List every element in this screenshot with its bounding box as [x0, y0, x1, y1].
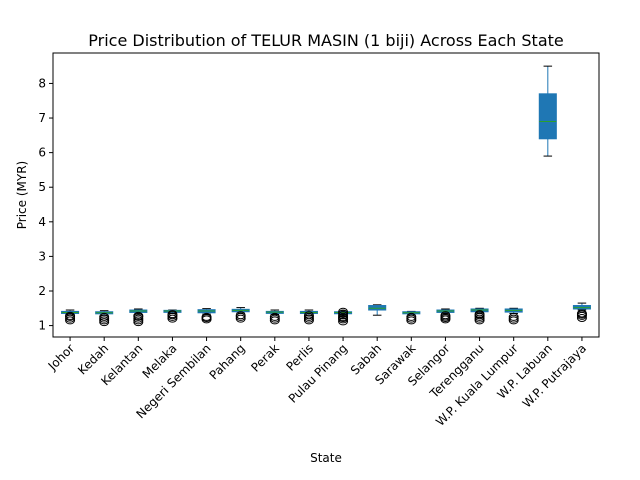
x-tick-label: Pahang — [207, 341, 248, 382]
chart-title: Price Distribution of TELUR MASIN (1 bij… — [88, 31, 564, 50]
box-group — [129, 308, 148, 327]
box-body — [368, 305, 387, 311]
y-tick-label: 1 — [38, 319, 46, 333]
outlier-point — [508, 314, 519, 323]
outlier-point — [235, 311, 246, 320]
outlier-point — [303, 311, 314, 320]
outlier-point — [440, 311, 451, 320]
outlier-point — [338, 317, 349, 326]
outlier-point — [201, 312, 212, 321]
box-group — [231, 307, 250, 323]
outlier-point — [133, 311, 144, 320]
y-tick-label: 6 — [38, 146, 46, 160]
plot-frame — [52, 52, 600, 338]
box-body — [538, 93, 557, 140]
box-group — [61, 309, 80, 325]
y-tick-label: 8 — [38, 76, 46, 90]
box-group — [95, 310, 114, 327]
outlier-point — [338, 307, 349, 316]
outlier-point — [269, 314, 280, 323]
box-group — [197, 308, 216, 324]
outlier-point — [167, 310, 178, 319]
outlier-point — [269, 312, 280, 321]
boxes — [61, 65, 591, 327]
y-tick-label: 3 — [38, 249, 46, 263]
plot-area: 1 2 3 4 5 6 7 8 JohorKedahKelantanMelakaNegeri … — [38, 52, 600, 429]
outlier-point — [576, 309, 587, 318]
outlier-point — [99, 312, 110, 321]
outlier-point — [508, 312, 519, 321]
box-group — [538, 65, 557, 157]
box-group — [368, 304, 387, 316]
box-group — [572, 302, 591, 322]
outlier-point — [406, 312, 417, 321]
x-tick-label: Perlis — [283, 341, 316, 374]
box-group — [334, 307, 353, 326]
box-group — [299, 309, 318, 325]
y-tick-label: 7 — [38, 111, 46, 125]
outlier-point — [474, 310, 485, 319]
box-group — [163, 309, 182, 323]
box-group — [402, 310, 421, 325]
y-axis: 1 2 3 4 5 6 7 8 — [38, 76, 53, 333]
y-tick-label: 2 — [38, 284, 46, 298]
box-group — [470, 307, 489, 325]
outlier-point — [235, 312, 246, 321]
y-tick-label: 4 — [38, 215, 46, 229]
x-tick-label: Johor — [45, 341, 77, 373]
y-axis-label: Price (MYR) — [15, 161, 29, 229]
box-group — [504, 307, 523, 325]
y-tick-label: 5 — [38, 180, 46, 194]
outlier-point — [576, 313, 587, 322]
outlier-point — [65, 311, 76, 320]
box-group — [436, 308, 455, 324]
x-axis-label: State — [310, 451, 342, 465]
box-group — [265, 309, 284, 325]
outlier-point — [406, 314, 417, 323]
x-tick-label: Perak — [248, 341, 282, 375]
